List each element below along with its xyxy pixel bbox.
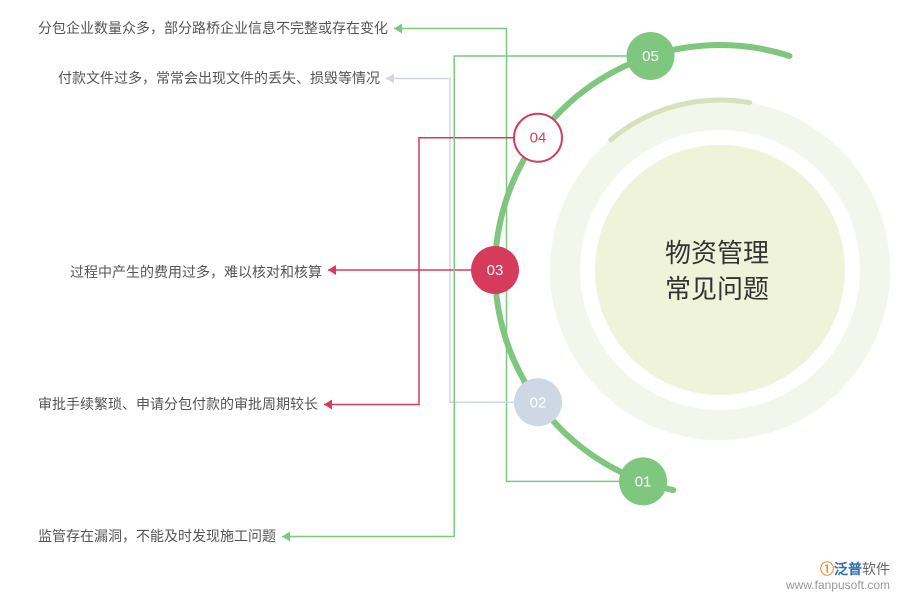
node-label: 付款文件过多，常常会出现文件的丢失、损毁等情况 bbox=[58, 68, 380, 88]
node-label: 审批手续繁琐、申请分包付款的审批周期较长 bbox=[38, 394, 318, 414]
connector-arrow bbox=[282, 532, 290, 542]
watermark: ①泛普软件 www.fanpusoft.com bbox=[786, 560, 890, 594]
connector-arrow bbox=[328, 265, 336, 275]
connector-arrow bbox=[386, 74, 394, 84]
watermark-blue: 泛普 bbox=[834, 561, 862, 577]
connector-arrow bbox=[394, 24, 402, 34]
center-title: 物资管理 常见问题 bbox=[665, 235, 769, 308]
node-number: 02 bbox=[530, 394, 547, 411]
node-number: 03 bbox=[487, 262, 504, 279]
connector-arrow bbox=[324, 400, 332, 410]
node-label: 监管存在漏洞，不能及时发现施工问题 bbox=[38, 526, 276, 546]
watermark-suffix: 软件 bbox=[862, 561, 890, 577]
node-number: 05 bbox=[642, 48, 659, 65]
node-label: 分包企业数量众多，部分路桥企业信息不完整或存在变化 bbox=[38, 18, 388, 38]
watermark-brand: ①泛普软件 bbox=[786, 560, 890, 578]
center-title-line1: 物资管理 bbox=[665, 235, 769, 271]
watermark-url: www.fanpusoft.com bbox=[786, 578, 890, 594]
node-number: 01 bbox=[635, 473, 652, 490]
watermark-icon: ① bbox=[820, 561, 834, 577]
node-label: 过程中产生的费用过多，难以核对和核算 bbox=[70, 262, 322, 282]
node-number: 04 bbox=[530, 130, 547, 147]
center-title-line2: 常见问题 bbox=[665, 271, 769, 307]
